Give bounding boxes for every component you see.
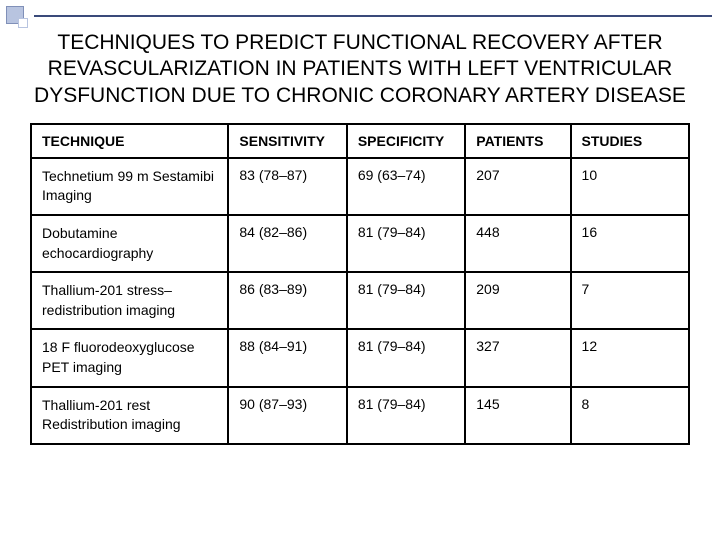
cell-studies: 12 — [571, 329, 689, 386]
cell-specificity: 81 (79–84) — [347, 272, 465, 329]
deco-square-small — [18, 18, 28, 28]
table-row: Thallium-201 rest Redistribution imaging… — [31, 387, 689, 444]
cell-studies: 8 — [571, 387, 689, 444]
cell-patients: 448 — [465, 215, 570, 272]
top-divider-line — [34, 15, 712, 17]
table-row: Dobutamine echocardiography 84 (82–86) 8… — [31, 215, 689, 272]
cell-sensitivity: 83 (78–87) — [228, 158, 346, 215]
slide-title: TECHNIQUES TO PREDICT FUNCTIONAL RECOVER… — [30, 30, 690, 109]
table-row: 18 F fluorodeoxyglucose PET imaging 88 (… — [31, 329, 689, 386]
cell-sensitivity: 84 (82–86) — [228, 215, 346, 272]
col-sensitivity: SENSITIVITY — [228, 124, 346, 158]
col-patients: PATIENTS — [465, 124, 570, 158]
cell-technique: Thallium-201 rest Redistribution imaging — [31, 387, 228, 444]
cell-sensitivity: 86 (83–89) — [228, 272, 346, 329]
slide-content: TECHNIQUES TO PREDICT FUNCTIONAL RECOVER… — [30, 30, 690, 530]
cell-sensitivity: 88 (84–91) — [228, 329, 346, 386]
cell-technique: 18 F fluorodeoxyglucose PET imaging — [31, 329, 228, 386]
cell-studies: 7 — [571, 272, 689, 329]
col-specificity: SPECIFICITY — [347, 124, 465, 158]
cell-technique: Technetium 99 m Sestamibi Imaging — [31, 158, 228, 215]
cell-specificity: 81 (79–84) — [347, 329, 465, 386]
cell-studies: 16 — [571, 215, 689, 272]
cell-specificity: 69 (63–74) — [347, 158, 465, 215]
cell-sensitivity: 90 (87–93) — [228, 387, 346, 444]
col-studies: STUDIES — [571, 124, 689, 158]
table-row: Thallium-201 stress–redistribution imagi… — [31, 272, 689, 329]
col-technique: TECHNIQUE — [31, 124, 228, 158]
table-header-row: TECHNIQUE SENSITIVITY SPECIFICITY PATIEN… — [31, 124, 689, 158]
cell-technique: Thallium-201 stress–redistribution imagi… — [31, 272, 228, 329]
cell-patients: 327 — [465, 329, 570, 386]
cell-patients: 145 — [465, 387, 570, 444]
cell-specificity: 81 (79–84) — [347, 215, 465, 272]
cell-studies: 10 — [571, 158, 689, 215]
table-row: Technetium 99 m Sestamibi Imaging 83 (78… — [31, 158, 689, 215]
cell-patients: 209 — [465, 272, 570, 329]
cell-specificity: 81 (79–84) — [347, 387, 465, 444]
cell-technique: Dobutamine echocardiography — [31, 215, 228, 272]
cell-patients: 207 — [465, 158, 570, 215]
techniques-table: TECHNIQUE SENSITIVITY SPECIFICITY PATIEN… — [30, 123, 690, 445]
